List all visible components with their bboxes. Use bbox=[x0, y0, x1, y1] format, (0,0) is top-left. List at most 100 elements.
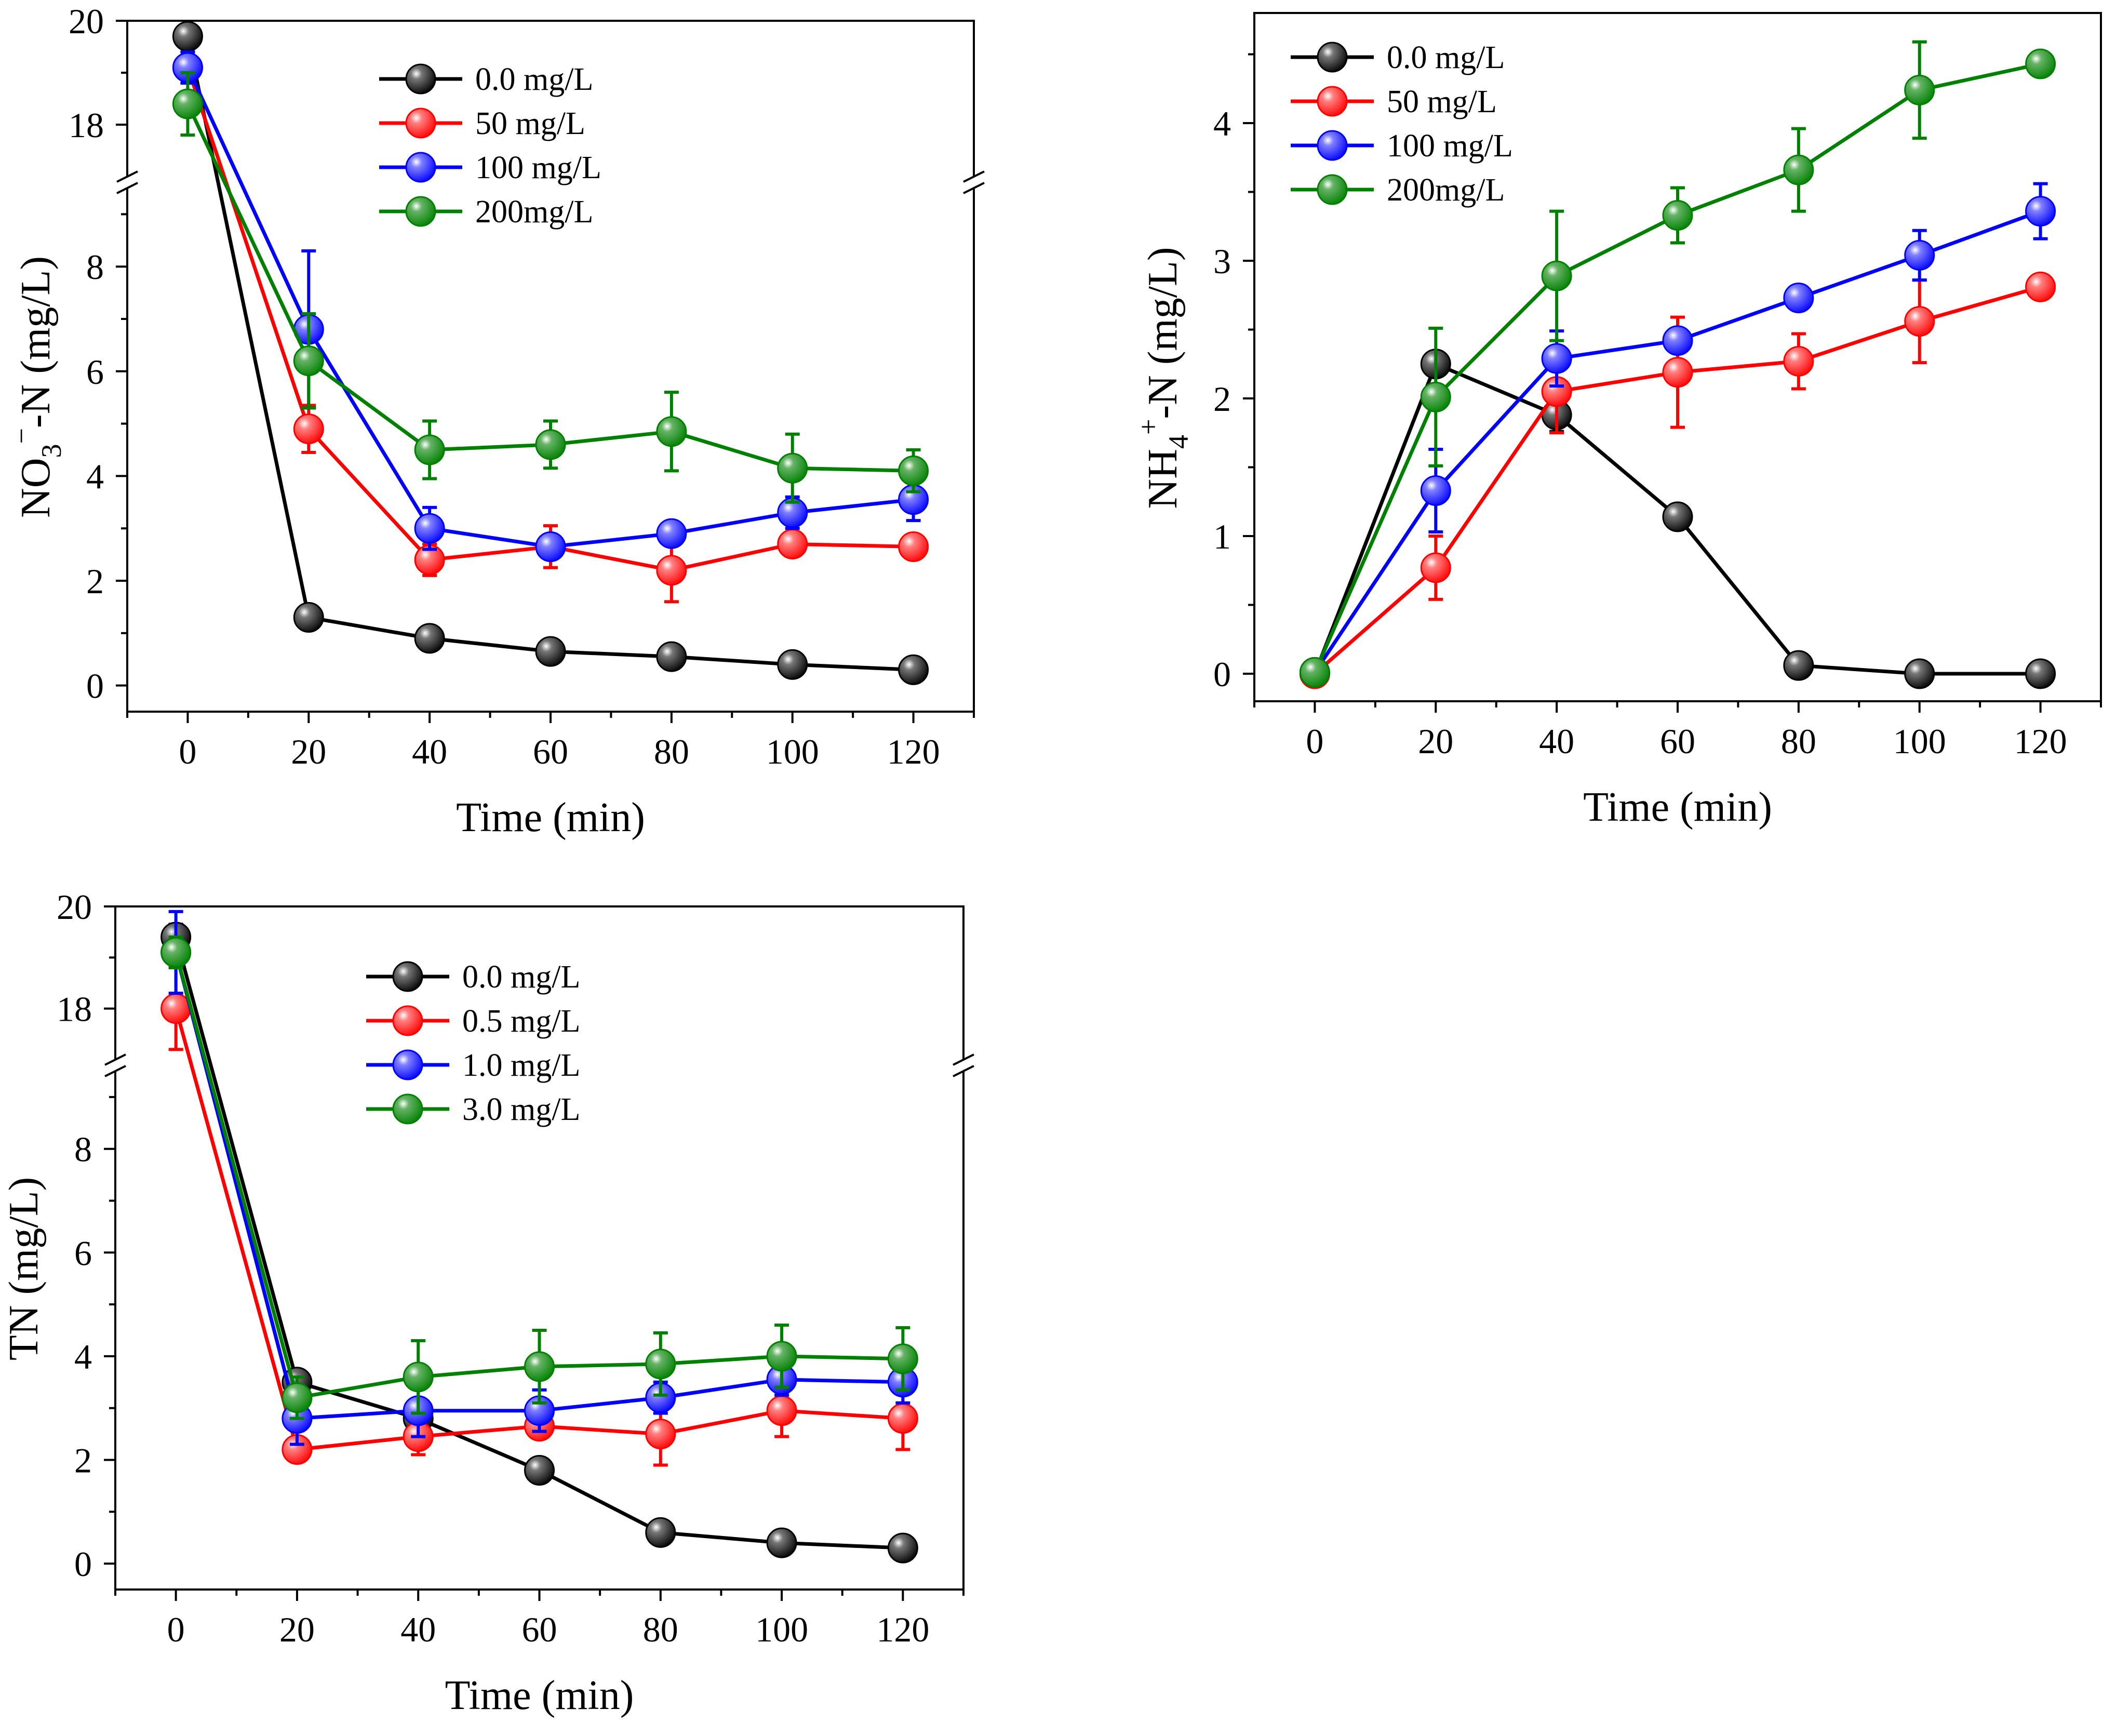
x-tick-label: 0 bbox=[1306, 722, 1323, 761]
axis-break-mark bbox=[963, 170, 985, 183]
x-tick-label: 80 bbox=[654, 732, 689, 771]
axis-frame-upper bbox=[114, 905, 965, 1060]
data-point bbox=[172, 21, 203, 52]
axis-break-mark bbox=[104, 1053, 126, 1066]
x-axis-title: Time (min) bbox=[445, 1673, 634, 1718]
legend-label: 50 mg/L bbox=[475, 106, 585, 141]
legend-marker bbox=[405, 63, 436, 95]
data-point bbox=[645, 1348, 676, 1380]
legend-marker bbox=[1317, 42, 1348, 73]
data-point bbox=[403, 1361, 434, 1393]
x-axis-title: Time (min) bbox=[456, 795, 645, 840]
data-point bbox=[898, 531, 929, 562]
axis-break-mark bbox=[953, 1053, 974, 1066]
x-tick-label: 0 bbox=[167, 1610, 185, 1649]
legend-marker bbox=[392, 1093, 423, 1125]
data-point bbox=[1783, 345, 1814, 377]
data-point bbox=[1662, 501, 1693, 532]
data-point bbox=[1420, 552, 1451, 583]
axis-break-mark bbox=[953, 1065, 974, 1077]
x-tick-label: 40 bbox=[412, 732, 447, 771]
data-point bbox=[293, 602, 324, 633]
legend-label: 200mg/L bbox=[1387, 172, 1505, 208]
axis-frame-upper bbox=[126, 20, 975, 177]
data-point bbox=[524, 1351, 555, 1382]
x-tick-label: 20 bbox=[279, 1610, 315, 1649]
legend-label: 3.0 mg/L bbox=[462, 1092, 580, 1127]
data-point bbox=[2025, 196, 2056, 227]
x-tick-label: 100 bbox=[755, 1610, 808, 1649]
data-point bbox=[293, 413, 324, 445]
x-tick-label: 120 bbox=[2014, 722, 2067, 761]
x-tick-label: 60 bbox=[1660, 722, 1695, 761]
y-tick-label: 4 bbox=[86, 457, 104, 496]
y-tick-label: 6 bbox=[86, 352, 104, 392]
x-tick-label: 60 bbox=[533, 732, 568, 771]
axis-break-mark bbox=[963, 182, 985, 194]
legend-marker bbox=[1317, 130, 1348, 161]
legend-marker bbox=[405, 108, 436, 139]
data-point bbox=[656, 416, 687, 447]
axis-break-mark bbox=[116, 170, 138, 183]
y-tick-label: 3 bbox=[1213, 242, 1231, 281]
data-point bbox=[1783, 283, 1814, 314]
legend-marker bbox=[1317, 174, 1348, 205]
y-tick-label: 18 bbox=[69, 105, 104, 145]
data-point bbox=[535, 531, 566, 562]
y-tick-label: 8 bbox=[86, 247, 104, 287]
data-point bbox=[645, 1517, 676, 1548]
legend-label: 0.0 mg/L bbox=[1387, 40, 1505, 75]
data-point bbox=[293, 345, 324, 377]
chart-tn: 0 20 40 60 80 100 120 0 2 4 6 8 18 20 Time (min) TN (mg… bbox=[1, 887, 974, 1718]
data-point bbox=[535, 429, 566, 460]
x-tick-label: 100 bbox=[1893, 722, 1946, 761]
data-point bbox=[160, 937, 192, 968]
data-point bbox=[1783, 154, 1814, 185]
data-point bbox=[898, 654, 929, 685]
y-tick-label: 18 bbox=[57, 990, 92, 1029]
legend-label: 0.0 mg/L bbox=[475, 62, 593, 97]
x-tick-label: 80 bbox=[1781, 722, 1816, 761]
x-tick-label: 20 bbox=[291, 732, 326, 771]
legend-label: 0.0 mg/L bbox=[462, 959, 580, 995]
y-tick-label: 0 bbox=[1213, 655, 1231, 694]
data-point bbox=[1420, 475, 1451, 506]
x-tick-label: 120 bbox=[887, 732, 940, 771]
y-axis-title: NO3−-N (mg/L) bbox=[6, 256, 67, 518]
y-tick-label: 2 bbox=[86, 562, 104, 601]
x-tick-label: 0 bbox=[179, 732, 196, 771]
data-point bbox=[2025, 658, 2056, 689]
data-point bbox=[172, 88, 203, 119]
data-point bbox=[1662, 200, 1693, 231]
x-tick-label: 120 bbox=[876, 1610, 929, 1649]
y-axis-title: TN (mg/L) bbox=[1, 1177, 47, 1360]
data-point bbox=[414, 434, 445, 465]
data-point bbox=[414, 623, 445, 654]
data-point bbox=[524, 1454, 555, 1486]
axis-break-mark bbox=[116, 182, 138, 194]
y-tick-label: 2 bbox=[1213, 379, 1231, 419]
axis-break-mark bbox=[104, 1065, 126, 1077]
data-point bbox=[1904, 74, 1935, 105]
legend-label: 0.5 mg/L bbox=[462, 1004, 580, 1039]
y-axis-title: NH4+-N (mg/L) bbox=[1133, 247, 1194, 509]
data-point bbox=[1420, 381, 1451, 412]
data-point bbox=[1299, 657, 1330, 688]
x-tick-label: 40 bbox=[1539, 722, 1574, 761]
y-tick-label: 6 bbox=[74, 1233, 92, 1273]
x-tick-label: 20 bbox=[1418, 722, 1453, 761]
chart-nh4: 0 20 40 60 80 100 120 0 1 2 3 4 Time (min) NH4+-N (mg… bbox=[1133, 12, 2102, 830]
data-point bbox=[766, 1395, 797, 1426]
x-tick-label: 60 bbox=[522, 1610, 557, 1649]
y-tick-label: 20 bbox=[57, 887, 92, 927]
data-point bbox=[887, 1532, 918, 1564]
data-point bbox=[656, 555, 687, 586]
legend-marker bbox=[392, 961, 423, 992]
data-point bbox=[898, 455, 929, 486]
data-point bbox=[887, 1403, 918, 1434]
data-point bbox=[656, 518, 687, 549]
chart-no3: 0 20 40 60 80 100 120 0 2 4 6 8 18 20 Time (min) NO3−-N… bbox=[6, 2, 985, 840]
y-tick-label: 0 bbox=[86, 666, 104, 706]
data-point bbox=[1662, 325, 1693, 356]
data-point bbox=[1662, 357, 1693, 388]
